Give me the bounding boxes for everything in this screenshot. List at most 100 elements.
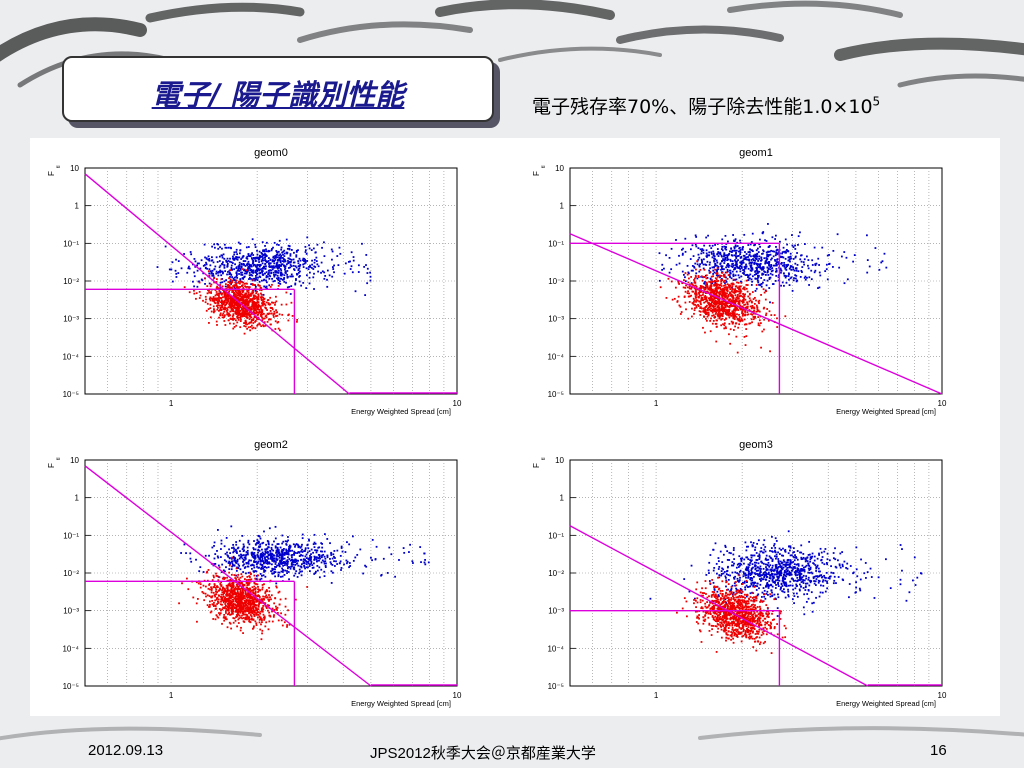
data-point (265, 260, 267, 262)
data-point (240, 263, 243, 266)
data-point (712, 273, 715, 275)
data-point (738, 292, 741, 295)
data-point (739, 249, 742, 251)
data-point (219, 312, 222, 315)
data-point (718, 303, 721, 305)
data-point (269, 557, 272, 560)
data-point (275, 561, 277, 563)
data-point (277, 277, 280, 280)
data-point (245, 553, 248, 556)
data-point (716, 309, 719, 312)
data-point (238, 311, 241, 314)
data-point (236, 294, 239, 297)
data-point (285, 548, 288, 551)
data-point (274, 566, 276, 568)
data-point (225, 259, 227, 262)
data-point (340, 547, 343, 549)
data-point (725, 292, 727, 295)
data-point (776, 258, 778, 261)
data-point (736, 266, 739, 269)
data-point (261, 259, 264, 262)
data-point (239, 582, 242, 585)
data-point (300, 558, 302, 561)
data-point (260, 298, 263, 300)
data-point (238, 304, 240, 307)
data-point (739, 270, 742, 273)
data-point (216, 300, 219, 302)
data-point (275, 250, 278, 252)
data-point (198, 262, 200, 265)
data-point (699, 302, 702, 304)
data-point (786, 265, 789, 268)
data-point (298, 572, 301, 575)
data-point (253, 277, 256, 280)
data-point (277, 562, 280, 565)
data-point (244, 618, 247, 621)
data-point (280, 575, 282, 578)
data-point (234, 319, 237, 322)
data-point (236, 274, 238, 277)
data-point (270, 272, 273, 275)
data-point (694, 307, 696, 310)
data-point (743, 257, 746, 260)
data-point (235, 251, 238, 253)
data-point (211, 245, 214, 248)
data-point (278, 264, 281, 266)
data-point (800, 254, 803, 257)
data-point (233, 597, 236, 600)
data-point (216, 550, 218, 552)
data-point (739, 304, 742, 307)
data-point (818, 286, 821, 289)
data-point (252, 322, 255, 324)
data-point (246, 264, 249, 266)
data-point (695, 290, 697, 292)
data-point (427, 561, 430, 564)
data-point (229, 304, 232, 306)
data-point (230, 308, 233, 311)
data-point (684, 276, 686, 279)
data-point (725, 288, 728, 290)
data-point (715, 287, 717, 290)
data-point (691, 283, 693, 285)
data-point (245, 310, 247, 313)
data-point (310, 249, 313, 251)
data-point (359, 548, 362, 551)
data-point (245, 606, 248, 609)
data-point (743, 295, 746, 298)
data-point (738, 316, 741, 318)
data-point (234, 257, 237, 260)
data-point (254, 290, 257, 292)
data-point (715, 285, 718, 287)
data-point (285, 291, 288, 294)
data-point (235, 569, 238, 572)
data-point (228, 287, 231, 289)
data-point (728, 322, 731, 325)
data-point (226, 301, 228, 304)
data-point (754, 277, 757, 280)
data-point (277, 327, 280, 330)
data-point (225, 298, 227, 301)
data-point (298, 265, 301, 268)
data-point (276, 311, 279, 314)
data-point (239, 556, 242, 558)
data-point (296, 318, 298, 321)
data-point (738, 302, 741, 304)
data-point (274, 563, 277, 565)
data-point (752, 255, 755, 257)
data-point (712, 291, 715, 294)
data-point (263, 570, 265, 573)
data-point (771, 283, 774, 285)
data-point (732, 312, 735, 314)
data-point (734, 306, 737, 309)
data-point (233, 285, 236, 288)
data-point (726, 256, 729, 259)
data-point (211, 256, 213, 259)
data-point (227, 260, 230, 262)
data-point (210, 297, 213, 300)
data-point (260, 299, 263, 302)
data-point (419, 546, 422, 548)
data-point (742, 269, 744, 271)
data-point (240, 262, 243, 265)
data-point (789, 266, 792, 269)
data-point (177, 260, 180, 263)
